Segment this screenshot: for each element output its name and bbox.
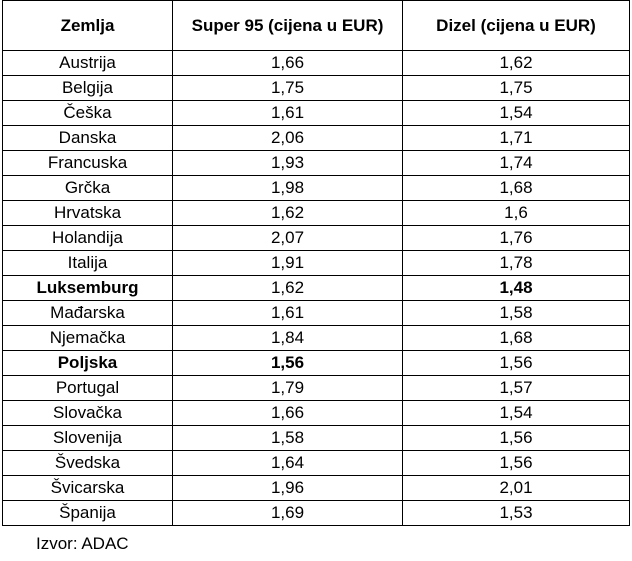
super95-cell: 1,69 bbox=[172, 500, 403, 526]
header-super95: Super 95 (cijena u EUR) bbox=[172, 0, 403, 51]
table-row: Holandija 2,07 1,76 bbox=[2, 225, 630, 251]
dizel-cell: 1,6 bbox=[402, 200, 630, 226]
dizel-cell: 1,58 bbox=[402, 300, 630, 326]
country-cell: Španija bbox=[2, 500, 173, 526]
dizel-cell: 1,71 bbox=[402, 125, 630, 151]
source-note: Izvor: ADAC bbox=[36, 534, 129, 553]
country-cell-highlight: Poljska bbox=[2, 350, 173, 376]
super95-cell: 2,07 bbox=[172, 225, 403, 251]
dizel-cell: 1,56 bbox=[402, 425, 630, 451]
country-cell-highlight: Luksemburg bbox=[2, 275, 173, 301]
table-row: Švicarska 1,96 2,01 bbox=[2, 475, 630, 501]
dizel-cell: 1,62 bbox=[402, 50, 630, 76]
country-cell: Belgija bbox=[2, 75, 173, 101]
table-row: Slovačka 1,66 1,54 bbox=[2, 400, 630, 426]
super95-cell: 2,06 bbox=[172, 125, 403, 151]
table-row: Slovenija 1,58 1,56 bbox=[2, 425, 630, 451]
dizel-cell-highlight: 1,48 bbox=[402, 275, 630, 301]
country-cell: Švicarska bbox=[2, 475, 173, 501]
super95-cell: 1,62 bbox=[172, 275, 403, 301]
table-row: Francuska 1,93 1,74 bbox=[2, 150, 630, 176]
table-row: Hrvatska 1,62 1,6 bbox=[2, 200, 630, 226]
super95-cell: 1,75 bbox=[172, 75, 403, 101]
country-cell: Hrvatska bbox=[2, 200, 173, 226]
super95-cell: 1,58 bbox=[172, 425, 403, 451]
table-row: Danska 2,06 1,71 bbox=[2, 125, 630, 151]
dizel-cell: 1,68 bbox=[402, 175, 630, 201]
dizel-cell: 1,56 bbox=[402, 350, 630, 376]
country-cell: Holandija bbox=[2, 225, 173, 251]
super95-cell: 1,79 bbox=[172, 375, 403, 401]
table-row: Belgija 1,75 1,75 bbox=[2, 75, 630, 101]
country-cell: Slovačka bbox=[2, 400, 173, 426]
country-cell: Mađarska bbox=[2, 300, 173, 326]
country-cell: Austrija bbox=[2, 50, 173, 76]
dizel-cell: 1,57 bbox=[402, 375, 630, 401]
table-row: Španija 1,69 1,53 bbox=[2, 500, 630, 526]
dizel-cell: 2,01 bbox=[402, 475, 630, 501]
country-cell: Danska bbox=[2, 125, 173, 151]
country-cell: Italija bbox=[2, 250, 173, 276]
table-row: Njemačka 1,84 1,68 bbox=[2, 325, 630, 351]
country-cell: Švedska bbox=[2, 450, 173, 476]
super95-cell: 1,93 bbox=[172, 150, 403, 176]
table-row: Luksemburg 1,62 1,48 bbox=[2, 275, 630, 301]
table-row: Austrija 1,66 1,62 bbox=[2, 50, 630, 76]
dizel-cell: 1,54 bbox=[402, 400, 630, 426]
super95-cell: 1,66 bbox=[172, 50, 403, 76]
super95-cell: 1,61 bbox=[172, 100, 403, 126]
dizel-cell: 1,78 bbox=[402, 250, 630, 276]
table-row: Češka 1,61 1,54 bbox=[2, 100, 630, 126]
country-cell: Grčka bbox=[2, 175, 173, 201]
super95-cell: 1,98 bbox=[172, 175, 403, 201]
header-row: Zemlja Super 95 (cijena u EUR) Dizel (ci… bbox=[2, 0, 630, 51]
dizel-cell: 1,76 bbox=[402, 225, 630, 251]
fuel-price-table: Zemlja Super 95 (cijena u EUR) Dizel (ci… bbox=[2, 0, 630, 526]
super95-cell: 1,62 bbox=[172, 200, 403, 226]
dizel-cell: 1,54 bbox=[402, 100, 630, 126]
country-cell: Portugal bbox=[2, 375, 173, 401]
table-row: Poljska 1,56 1,56 bbox=[2, 350, 630, 376]
super95-cell: 1,61 bbox=[172, 300, 403, 326]
super95-cell: 1,96 bbox=[172, 475, 403, 501]
table-row: Grčka 1,98 1,68 bbox=[2, 175, 630, 201]
table-row: Portugal 1,79 1,57 bbox=[2, 375, 630, 401]
super95-cell: 1,84 bbox=[172, 325, 403, 351]
table-row: Švedska 1,64 1,56 bbox=[2, 450, 630, 476]
super95-cell: 1,66 bbox=[172, 400, 403, 426]
country-cell: Slovenija bbox=[2, 425, 173, 451]
dizel-cell: 1,75 bbox=[402, 75, 630, 101]
country-cell: Francuska bbox=[2, 150, 173, 176]
dizel-cell: 1,74 bbox=[402, 150, 630, 176]
super95-cell: 1,64 bbox=[172, 450, 403, 476]
country-cell: Češka bbox=[2, 100, 173, 126]
country-cell: Njemačka bbox=[2, 325, 173, 351]
header-dizel: Dizel (cijena u EUR) bbox=[402, 0, 630, 51]
super95-cell-highlight: 1,56 bbox=[172, 350, 403, 376]
super95-cell: 1,91 bbox=[172, 250, 403, 276]
dizel-cell: 1,56 bbox=[402, 450, 630, 476]
header-country: Zemlja bbox=[2, 0, 173, 51]
dizel-cell: 1,53 bbox=[402, 500, 630, 526]
dizel-cell: 1,68 bbox=[402, 325, 630, 351]
table-row: Italija 1,91 1,78 bbox=[2, 250, 630, 276]
table-row: Mađarska 1,61 1,58 bbox=[2, 300, 630, 326]
